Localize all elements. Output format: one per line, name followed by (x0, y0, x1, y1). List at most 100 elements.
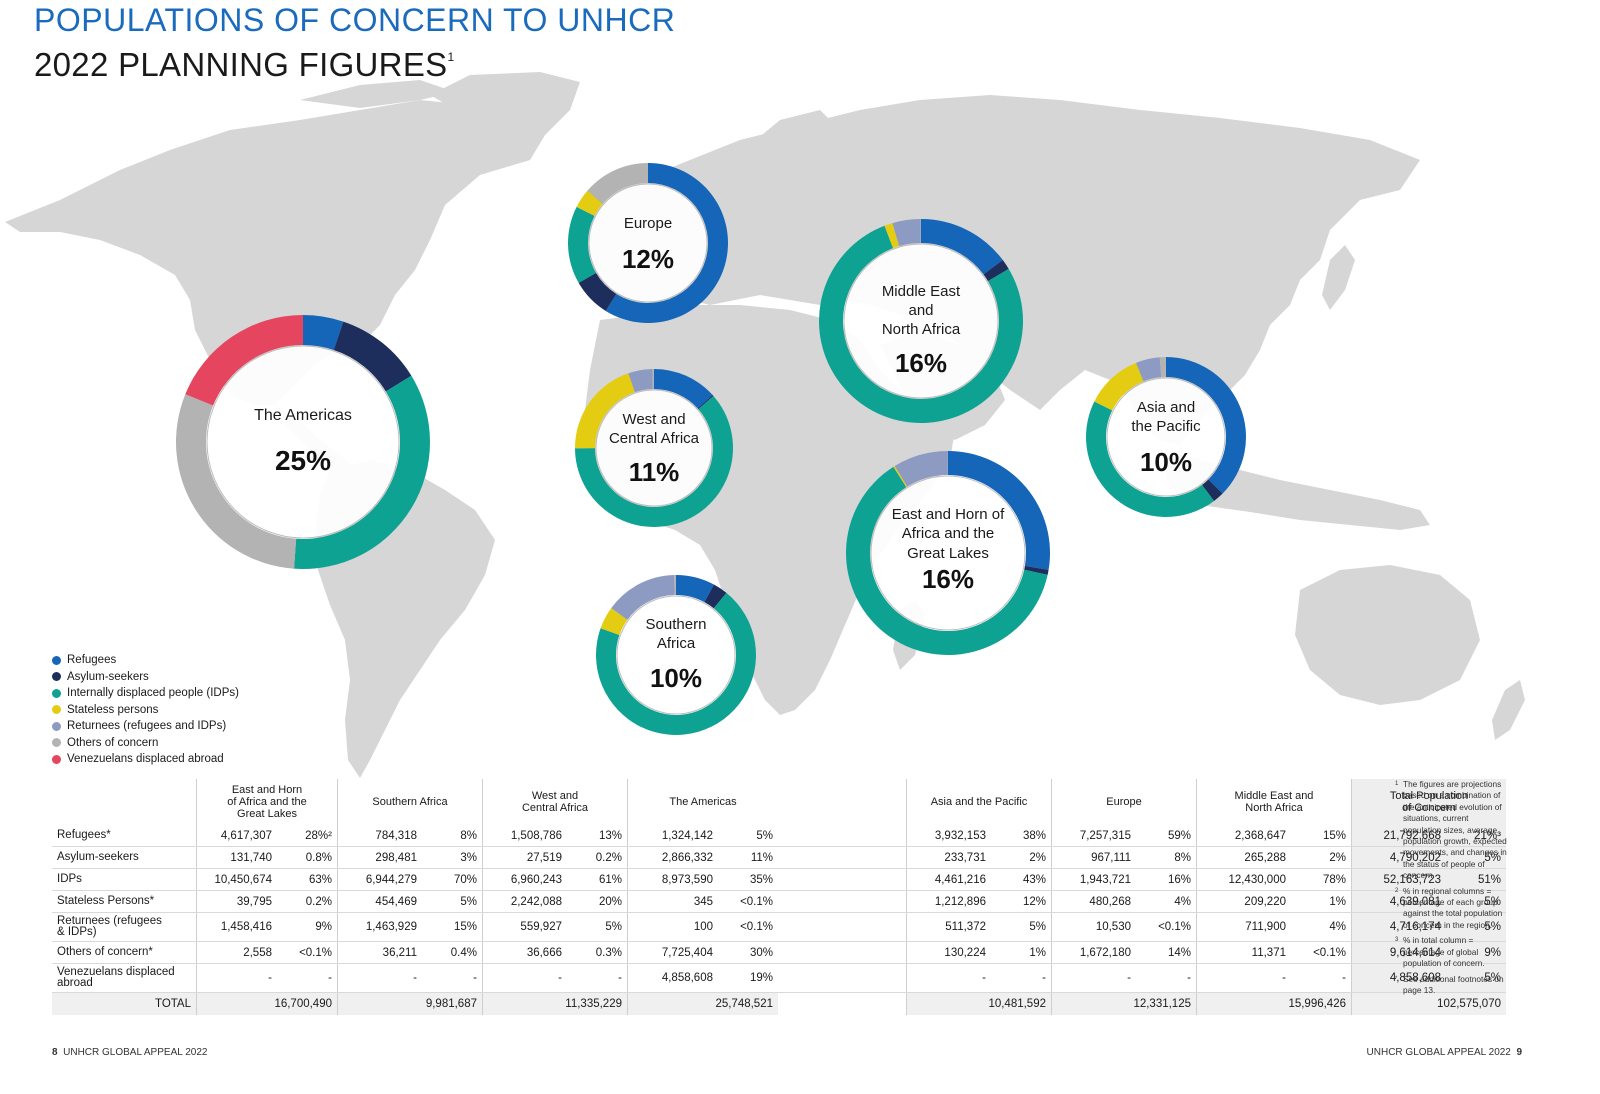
donut-mena: Middle East and North Africa 16% (819, 219, 1023, 424)
legend-swatch (52, 754, 61, 764)
column-header-line: Central Africa (521, 802, 589, 814)
cell-percent: 11% (718, 846, 778, 869)
slice-wca-5 (652, 369, 654, 390)
table-gap (778, 779, 907, 825)
donut-center-ring-ehagl (870, 475, 1026, 631)
region-label-wca: Central Africa (609, 430, 700, 447)
region-label-southern: Southern (646, 616, 707, 633)
donut-center-mena (844, 244, 998, 398)
table-gap (778, 825, 907, 847)
cell-count: 454,469 (337, 890, 422, 913)
cell-percent: 38% (991, 825, 1052, 847)
legend-swatch (52, 738, 61, 748)
slice-wca-4 (628, 369, 653, 393)
footer-left-text: UNHCR GLOBAL APPEAL 2022 (63, 1047, 208, 1058)
cell-percent: 4% (1291, 912, 1352, 942)
column-header-line: Southern Africa (372, 796, 448, 808)
column-header-line: of Concern (1402, 802, 1456, 814)
row-label: Returnees (refugees & IDPs) (52, 912, 197, 942)
total-value: 16,700,490 (196, 992, 338, 1015)
region-label-ehagl: Africa and the (902, 525, 995, 542)
slice-asia-5 (1159, 357, 1166, 378)
cell-count: 2,558 (196, 941, 277, 964)
table-column-header: East and Horn of Africa and the Great Lake… (196, 779, 338, 825)
slice-ehagl-4 (894, 451, 948, 487)
legend-label: Stateless persons (67, 703, 159, 716)
legend-item: Stateless persons (52, 702, 239, 719)
footnote-mark: 1 (1395, 781, 1399, 787)
cell-count: 2,242,088 (482, 890, 567, 913)
region-label-asia: Asia and (1137, 399, 1195, 416)
cell-percent: - (422, 963, 483, 993)
region-label-mena: and (908, 302, 933, 319)
row-label: Others of concern* (52, 941, 197, 964)
cell-count: 4,790,202 (1351, 846, 1446, 869)
map-new-zealand (1492, 680, 1525, 740)
total-value: 10,481,592 (906, 992, 1052, 1015)
footnote-text: % in regional columns = percentage of ea… (1403, 885, 1503, 930)
row-label: Venezuelans displaced abroad (52, 963, 197, 993)
cell-count: 1,508,786 (482, 825, 567, 847)
cell-percent: 78% (1291, 868, 1352, 891)
slice-wca-0 (654, 369, 713, 409)
map-north-america (5, 100, 545, 405)
region-label-ehagl: Great Lakes (907, 545, 989, 562)
cell-count: 511,372 (906, 912, 991, 942)
total-value: 9,981,687 (337, 992, 483, 1015)
total-value: 15,996,426 (1196, 992, 1352, 1015)
cell-count: 10,530 (1051, 912, 1136, 942)
total-value: 11,335,229 (482, 992, 628, 1015)
donut-center-ring-europe (588, 183, 708, 303)
total-value: 25,748,521 (627, 992, 778, 1015)
cell-percent: 70% (422, 868, 483, 891)
donut-americas: The Americas 25% (176, 315, 430, 569)
slice-ehagl-0 (948, 451, 1050, 570)
table-column-header: West and Central Africa (482, 779, 628, 825)
cell-count: 7,725,404 (627, 941, 718, 964)
slice-southern-2 (596, 592, 757, 735)
cell-percent: 0.8% (277, 846, 338, 869)
table-gap (778, 846, 907, 869)
donut-center-europe (589, 184, 707, 302)
cell-percent: 14% (1136, 941, 1197, 964)
cell-percent: <0.1% (718, 890, 778, 913)
cell-percent: 1% (991, 941, 1052, 964)
donut-center-ring-wca (595, 389, 713, 507)
cell-percent: 0.3% (567, 941, 628, 964)
subtitle-text: 2022 PLANNING FIGURES (34, 46, 448, 83)
row-label-line: Others of concern* (57, 945, 153, 958)
region-label-mena: North Africa (882, 321, 961, 338)
footer-right-page: 9 (1516, 1047, 1522, 1058)
legend-item: Internally displaced people (IDPs) (52, 685, 239, 702)
legend: Refugees Asylum-seekers Internally displac… (52, 652, 239, 768)
column-header-line: North Africa (1245, 802, 1303, 814)
slice-southern-0 (676, 575, 714, 603)
donut-wca: West and Central Africa 11% (575, 369, 733, 527)
region-label-wca: West and (622, 411, 685, 428)
table-column-header: Southern Africa (337, 779, 483, 825)
cell-count: 8,973,590 (627, 868, 718, 891)
cell-percent: 15% (422, 912, 483, 942)
cell-count: 3,932,153 (906, 825, 991, 847)
map-canada-islands (300, 80, 455, 108)
slice-mena-1 (983, 260, 1009, 282)
slice-europe-0 (605, 163, 728, 324)
cell-percent: - (277, 963, 338, 993)
slice-europe-3 (576, 190, 603, 216)
cell-count: 11,371 (1196, 941, 1291, 964)
cell-count: 1,458,416 (196, 912, 277, 942)
row-label: Stateless Persons* (52, 890, 197, 913)
legend-label: Refugees (67, 654, 117, 667)
table-column-header: Europe (1051, 779, 1197, 825)
footnote-mark: 2 (1395, 887, 1399, 894)
cell-count: 39,795 (196, 890, 277, 913)
slice-americas-2 (294, 375, 430, 569)
row-label-line: IDPs (57, 872, 82, 885)
cell-percent: 20% (567, 890, 628, 913)
row-label-line: Returnees (refugees (57, 914, 162, 927)
donut-center-wca (596, 390, 712, 506)
slice-europe-2 (568, 206, 596, 283)
row-label-line: Refugees* (57, 828, 111, 841)
donut-europe: Europe 12% (568, 163, 728, 324)
slice-mena-0 (921, 219, 1003, 275)
